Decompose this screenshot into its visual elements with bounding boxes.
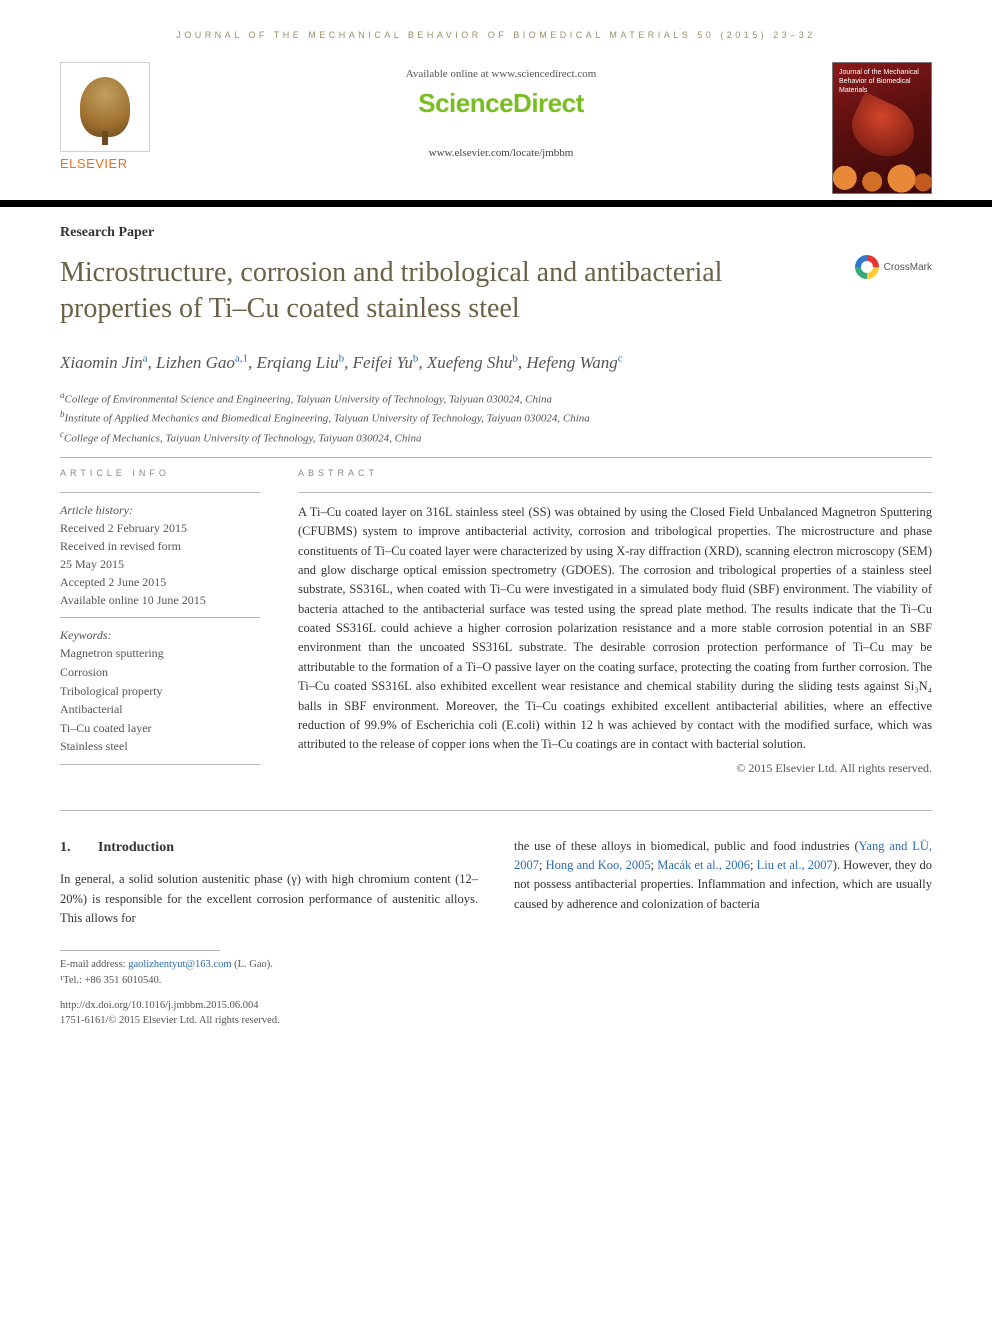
section-heading-1: 1.Introduction (60, 837, 478, 859)
abstract-column: ABSTRACT A Ti–Cu coated layer on 316L st… (298, 468, 932, 776)
journal-cover-title: Journal of the Mechanical Behavior of Bi… (839, 69, 925, 95)
journal-cover-thumbnail: Journal of the Mechanical Behavior of Bi… (832, 62, 932, 194)
sciencedirect-logo[interactable]: ScienceDirect (170, 88, 832, 119)
footnote-rule (60, 950, 220, 951)
footnotes: E-mail address: gaolizhentyut@163.com (L… (60, 957, 932, 989)
keyword: Magnetron sputtering (60, 644, 260, 663)
email-link[interactable]: gaolizhentyut@163.com (128, 959, 231, 970)
cover-gears-icon (833, 155, 931, 193)
corresponding-email-line: E-mail address: gaolizhentyut@163.com (L… (60, 957, 932, 973)
header-center: Available online at www.sciencedirect.co… (170, 62, 832, 159)
keyword: Corrosion (60, 663, 260, 682)
section-number: 1. (60, 837, 98, 859)
journal-homepage-url[interactable]: www.elsevier.com/locate/jmbbm (170, 147, 832, 159)
issn-copyright: 1751-6161/© 2015 Elsevier Ltd. All right… (60, 1014, 932, 1029)
affiliation: bInstitute of Applied Mechanics and Biom… (60, 408, 932, 427)
body-column-left: 1.Introduction In general, a solid solut… (60, 837, 478, 929)
journal-cover: Journal of the Mechanical Behavior of Bi… (832, 62, 932, 194)
citation-link[interactable]: Macák et al., 2006 (657, 858, 750, 872)
abstract-text: A Ti–Cu coated layer on 316L stainless s… (298, 492, 932, 755)
body-top-rule (60, 810, 932, 811)
history-line: Received 2 February 2015 (60, 519, 260, 537)
elsevier-logo-block: ELSEVIER (60, 62, 170, 171)
doi-url[interactable]: http://dx.doi.org/10.1016/j.jmbbm.2015.0… (60, 999, 932, 1014)
header-divider-bar (0, 200, 992, 207)
elsevier-wordmark: ELSEVIER (60, 156, 170, 171)
affiliations-list: aCollege of Environmental Science and En… (60, 389, 932, 446)
body-two-column: 1.Introduction In general, a solid solut… (60, 837, 932, 929)
intro-paragraph-right: the use of these alloys in biomedical, p… (514, 837, 932, 915)
keywords-block: Keywords: Magnetron sputteringCorrosionT… (60, 618, 260, 765)
article-info-heading: ARTICLE INFO (60, 468, 260, 478)
body-column-right: the use of these alloys in biomedical, p… (514, 837, 932, 929)
doi-block: http://dx.doi.org/10.1016/j.jmbbm.2015.0… (60, 999, 932, 1028)
history-label: Article history: (60, 501, 260, 519)
article-info-column: ARTICLE INFO Article history: Received 2… (60, 468, 260, 776)
crossmark-icon (855, 255, 879, 279)
affiliation: cCollege of Mechanics, Taiyuan Universit… (60, 428, 932, 447)
available-online-text: Available online at www.sciencedirect.co… (170, 68, 832, 80)
keyword: Tribological property (60, 682, 260, 701)
citation-link[interactable]: Liu et al., 2007 (757, 858, 833, 872)
affiliation: aCollege of Environmental Science and En… (60, 389, 932, 408)
history-line: Received in revised form (60, 537, 260, 555)
abstract-copyright: © 2015 Elsevier Ltd. All rights reserved… (298, 761, 932, 776)
authors-list: Xiaomin Jina, Lizhen Gaoa,1, Erqiang Liu… (60, 350, 932, 376)
history-line: 25 May 2015 (60, 555, 260, 573)
section-title: Introduction (98, 840, 174, 855)
article-title: Microstructure, corrosion and tribologic… (60, 255, 855, 328)
history-line: Accepted 2 June 2015 (60, 573, 260, 591)
article-type-label: Research Paper (60, 225, 932, 241)
crossmark-label: CrossMark (884, 262, 932, 273)
running-header: JOURNAL OF THE MECHANICAL BEHAVIOR OF BI… (60, 30, 932, 40)
keyword: Antibacterial (60, 700, 260, 719)
rule (60, 457, 932, 458)
abstract-heading: ABSTRACT (298, 468, 932, 478)
keywords-label: Keywords: (60, 626, 260, 645)
keyword: Ti–Cu coated layer (60, 719, 260, 738)
crossmark-badge[interactable]: CrossMark (855, 255, 932, 279)
history-line: Available online 10 June 2015 (60, 591, 260, 609)
elsevier-tree-icon (60, 62, 150, 152)
article-history: Article history: Received 2 February 201… (60, 492, 260, 618)
intro-paragraph-left: In general, a solid solution austenitic … (60, 870, 478, 928)
keyword: Stainless steel (60, 737, 260, 756)
citation-link[interactable]: Hong and Koo, 2005 (546, 858, 651, 872)
publisher-header: ELSEVIER Available online at www.science… (60, 62, 932, 194)
telephone-line: ¹Tel.: +86 351 6010540. (60, 973, 932, 989)
